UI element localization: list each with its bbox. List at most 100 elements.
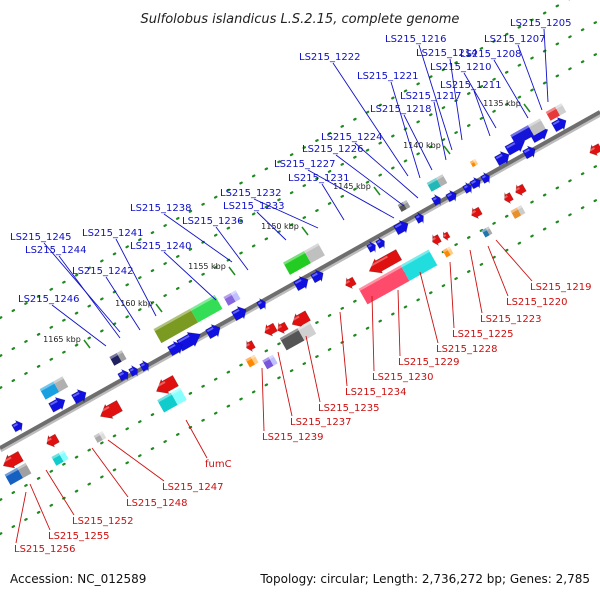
reverse-gene-11-shape — [155, 374, 179, 394]
forward-gene-22-shine — [129, 368, 134, 372]
gene-label-top: LS215_1214 — [416, 48, 477, 59]
rev-block-5 — [93, 431, 107, 443]
forward-gene-2-shape — [551, 117, 567, 133]
forward-gene-23 — [139, 359, 149, 373]
leader-line — [58, 255, 121, 339]
gene-label-top: LS215_1232 — [220, 188, 281, 199]
rev-block-6-end — [516, 205, 526, 216]
rev-block-9-main — [469, 160, 476, 168]
tick-label: 1160 kbp — [115, 299, 153, 308]
leader-line — [449, 58, 463, 141]
fwd-block-4-shine — [283, 243, 320, 265]
forward-gene-10-shine — [394, 223, 402, 229]
rev-block-4-main — [51, 452, 64, 466]
forward-gene-24-shape — [48, 397, 66, 413]
rev-block-8-end — [446, 246, 454, 256]
reverse-gene-8-shape — [277, 321, 289, 335]
forward-gene-18-shine — [177, 335, 190, 343]
fwd-block-1 — [545, 103, 567, 121]
gene-label-top: LS215_1205 — [510, 18, 571, 29]
fwd-block-4-main — [283, 250, 311, 275]
gene-label-bottom: LS215_1220 — [506, 297, 567, 308]
forward-gene-14-shape — [293, 276, 309, 292]
forward-gene-21 — [117, 368, 129, 382]
leader-line — [261, 367, 265, 432]
leader-line — [277, 351, 293, 417]
reverse-gene-13-shape — [46, 433, 60, 448]
gene-label-top: LS215_1226 — [302, 144, 363, 155]
leader-line — [543, 28, 549, 103]
gene-label-top: LS215_1211 — [440, 80, 501, 91]
forward-gene-26-shape — [11, 419, 23, 433]
forward-gene-13-shine — [376, 240, 381, 244]
rev-block-3-end — [170, 387, 187, 405]
gene-label-top: LS215_1241 — [82, 228, 143, 239]
fwd-block-8-shine — [39, 376, 64, 392]
fwd-block-9-shine — [4, 462, 27, 477]
reverse-gene-2-shape — [471, 206, 483, 220]
forward-gene-4-shine — [523, 148, 530, 154]
rev-block-5-main — [93, 433, 103, 443]
rev-block-7 — [481, 226, 493, 238]
gene-label-top: LS215_1240 — [130, 241, 191, 252]
rev-block-7-main — [481, 228, 490, 238]
rev-block-0 — [358, 249, 438, 305]
fwd-block-9 — [4, 462, 32, 486]
fwd-block-9-end — [17, 462, 32, 479]
leader-line — [321, 183, 345, 221]
forward-gene-24 — [48, 397, 66, 413]
reverse-gene-0 — [515, 183, 527, 197]
rev-block-2-main — [262, 357, 274, 370]
forward-gene-16-shine — [257, 301, 262, 305]
forward-gene-6 — [480, 171, 490, 185]
reverse-gene-15-shape — [589, 143, 600, 157]
rev-block-10-shine — [245, 354, 256, 362]
fwd-block-3-end — [402, 200, 411, 210]
fwd-block-2 — [426, 174, 448, 192]
fwd-block-0 — [510, 118, 546, 146]
forward-gene-16 — [256, 297, 266, 311]
gene-label-bottom: LS215_1223 — [480, 314, 541, 325]
rev-block-5-shine — [93, 431, 104, 439]
forward-gene-5-shape — [469, 176, 481, 190]
gene-label-top: LS215_1217 — [400, 91, 461, 102]
tick-mark — [443, 145, 451, 155]
gene-label-top: LS215_1216 — [385, 34, 446, 45]
rev-block-2-shine — [262, 354, 275, 363]
rev-block-8-main — [442, 248, 451, 258]
reverse-gene-15-shine — [589, 147, 596, 152]
gene-label-bottom: LS215_1225 — [452, 329, 513, 340]
rev-block-7-end — [485, 226, 493, 236]
forward-gene-12-shine — [367, 244, 372, 248]
reverse-gene-14-shape — [2, 450, 24, 469]
forward-gene-15-shine — [311, 272, 318, 278]
leader-line — [256, 211, 287, 241]
reverse-gene-3-shape — [432, 233, 442, 247]
guide-line-4 — [0, 196, 600, 536]
forward-gene-0-shine — [506, 142, 516, 149]
gene-label-top: LS215_1227 — [274, 159, 335, 170]
tick-label: 1135 kbp — [483, 99, 521, 108]
rev-block-1-main — [279, 328, 305, 351]
rev-block-1-end — [297, 321, 317, 341]
gene-label-top: LS215_1221 — [357, 71, 418, 82]
gene-label-top: LS215_1208 — [460, 49, 521, 60]
leader-line — [43, 242, 121, 333]
leader-line — [469, 249, 483, 314]
rev-block-3-main — [157, 392, 178, 413]
fwd-block-2-main — [426, 177, 442, 192]
forward-gene-8-shine — [447, 193, 452, 198]
rev-block-1-shine — [279, 321, 311, 341]
forward-gene-5-shine — [471, 180, 476, 185]
kbp-ticks: 1135 kbp 1140 kbp 1145 kbp 1150 kbp 1155 kbp… — [43, 99, 531, 349]
forward-gene-4 — [522, 145, 536, 160]
fwd-block-7-main — [109, 352, 122, 366]
map-title: Sulfolobus islandicus L.S.2.15, complete… — [141, 12, 460, 27]
leader-line — [91, 447, 129, 498]
forward-gene-18 — [176, 332, 201, 352]
reverse-gene-8 — [277, 321, 289, 335]
gene-label-top: LS215_1242 — [72, 266, 133, 277]
fwd-block-5 — [223, 290, 241, 306]
tick-label: 1150 kbp — [261, 222, 299, 231]
